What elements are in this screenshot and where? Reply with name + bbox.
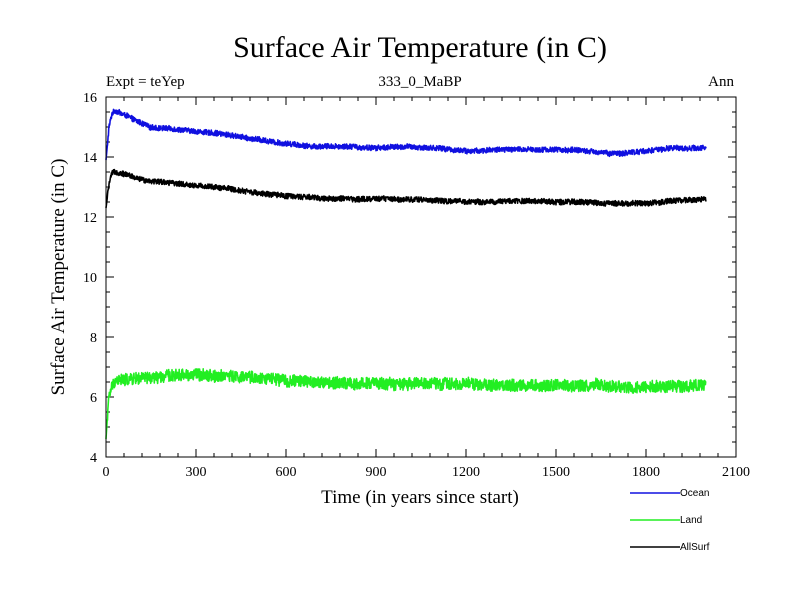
period-label: Ann	[708, 74, 734, 90]
x-tick-label: 2100	[722, 465, 750, 480]
plot-frame	[105, 96, 737, 458]
x-axis-ticks: 0 300 600 900 1200 1500 1800 2100	[103, 97, 750, 480]
series-layer	[105, 108, 707, 440]
legend-label-land: Land	[680, 515, 702, 526]
x-tick-label: 1800	[632, 465, 660, 480]
experiment-label: Expt = teYep	[106, 74, 185, 90]
x-tick-label: 900	[366, 465, 387, 480]
y-tick-label: 14	[83, 151, 97, 166]
x-tick-label: 300	[186, 465, 207, 480]
x-tick-label: 600	[276, 465, 297, 480]
y-axis-ticks: 4 6 8 10 12 14 16	[83, 91, 736, 466]
x-tick-label: 1500	[542, 465, 570, 480]
series-line-land	[105, 368, 707, 440]
y-tick-label: 6	[90, 391, 97, 406]
chart-title: Surface Air Temperature (in C)	[233, 31, 607, 64]
legend: Ocean Land AllSurf	[630, 488, 710, 553]
series-line-ocean	[105, 108, 707, 161]
x-tick-label: 0	[103, 465, 110, 480]
y-tick-label: 12	[83, 211, 97, 226]
y-axis-label: Surface Air Temperature (in C)	[48, 159, 69, 396]
x-tick-label: 1200	[452, 465, 480, 480]
y-tick-label: 16	[83, 91, 97, 106]
y-tick-label: 4	[90, 451, 97, 466]
series-line-allsurf	[105, 168, 707, 209]
y-tick-label: 10	[83, 271, 97, 286]
y-tick-label: 8	[90, 331, 97, 346]
legend-label-allsurf: AllSurf	[680, 542, 710, 553]
legend-label-ocean: Ocean	[680, 488, 709, 499]
x-axis-label: Time (in years since start)	[321, 487, 519, 508]
chart-subtitle: 333_0_MaBP	[378, 74, 461, 90]
